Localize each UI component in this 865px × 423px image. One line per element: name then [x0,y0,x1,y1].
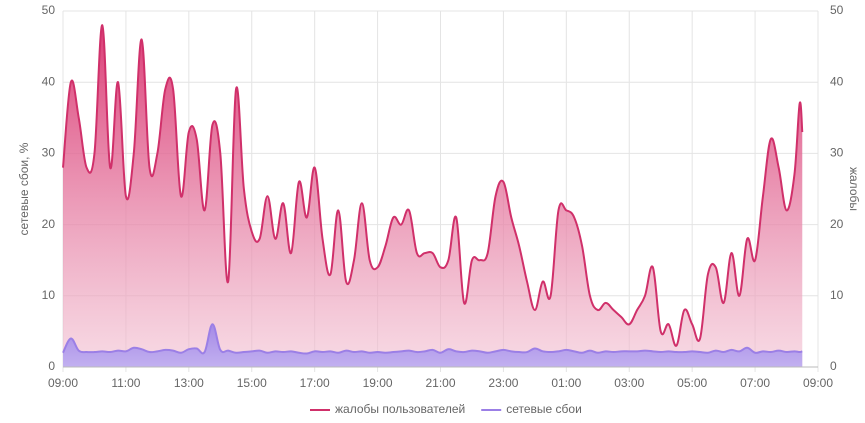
x-tick-label: 05:00 [677,376,707,390]
x-tick-label: 09:00 [803,376,833,390]
x-tick-label: 03:00 [614,376,644,390]
legend-label: жалобы пользователей [335,402,465,416]
x-tick-label: 13:00 [174,376,204,390]
y-tick-label: 20 [42,217,56,231]
x-tick-label: 09:00 [48,376,78,390]
line [62,323,803,355]
y-tick-label: 40 [42,74,56,88]
area [63,324,803,367]
y2-tick-label: 40 [830,74,844,88]
y2-tick-label: 30 [830,146,844,160]
x-tick-label: 11:00 [111,376,140,390]
x-tick-label: 19:00 [363,376,393,390]
y-tick-label: 0 [48,359,55,373]
x-tick-label: 15:00 [237,376,267,390]
y-tick-label: 30 [42,146,56,160]
line [62,24,804,347]
x-tick-label: 23:00 [488,376,518,390]
y-axis-label: сетевые сбои, % [17,142,31,235]
x-tick-label: 21:00 [425,376,455,390]
area [63,25,803,368]
y2-tick-label: 50 [830,3,844,17]
y2-tick-label: 0 [830,359,837,373]
x-tick-label: 07:00 [740,376,770,390]
y-tick-label: 50 [42,3,56,17]
x-tick-label: 01:00 [551,376,581,390]
y2-tick-label: 10 [830,288,844,302]
x-tick-label: 17:00 [300,376,330,390]
legend-label: сетевые сбои [506,402,582,416]
y2-axis-label: жалобы [847,167,861,211]
y2-tick-label: 20 [830,217,844,231]
y-tick-label: 10 [42,288,56,302]
